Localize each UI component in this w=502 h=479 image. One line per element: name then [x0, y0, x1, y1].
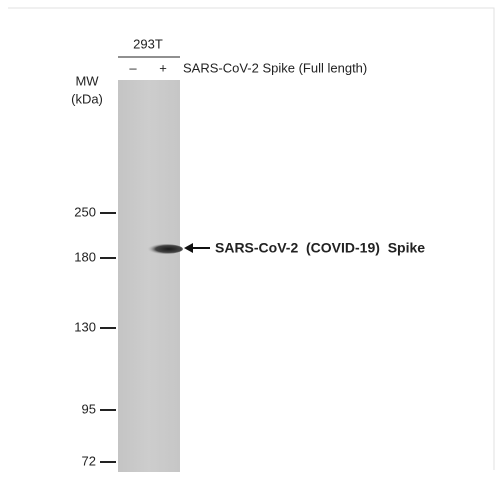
marker-label: 72 — [82, 453, 96, 468]
mw-unit: (kDa) — [71, 91, 103, 106]
lane-label: – — [129, 60, 137, 75]
marker-label: 180 — [74, 249, 96, 264]
marker-label: 250 — [74, 204, 96, 219]
band — [147, 244, 183, 254]
cell-line: 293T — [133, 36, 163, 51]
blot — [118, 80, 180, 472]
marker-label: 95 — [82, 401, 96, 416]
lane-label: + — [159, 60, 167, 75]
mw-label: MW — [75, 73, 99, 88]
marker-label: 130 — [74, 319, 96, 334]
arrow — [184, 243, 210, 253]
figure: 293T – + SARS-CoV-2 Spike (Full length) … — [0, 0, 502, 479]
band-label: SARS-CoV-2 (COVID-19) Spike — [215, 240, 425, 256]
treatment: SARS-CoV-2 Spike (Full length) — [183, 60, 367, 75]
markers: 250 180 130 95 72 — [74, 204, 116, 468]
